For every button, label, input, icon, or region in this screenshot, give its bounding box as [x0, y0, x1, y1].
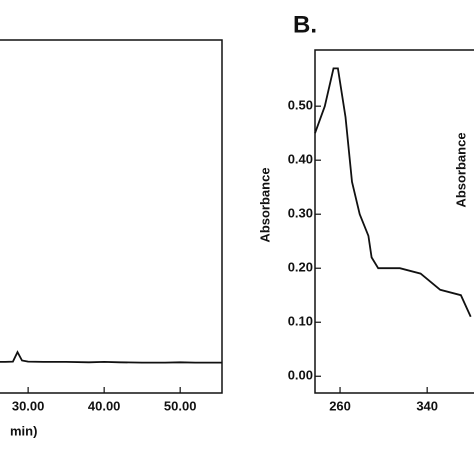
y-tick-label: 0.00 — [288, 368, 313, 383]
plot-frame — [314, 49, 474, 394]
y-axis-label: Absorbance — [257, 167, 272, 242]
x-axis-label: min) — [10, 423, 37, 438]
x-tick-label: 260 — [329, 398, 351, 413]
y-tick-label: 0.50 — [288, 98, 313, 113]
y2-axis-label: Absorbance — [453, 132, 468, 207]
data-line — [314, 67, 472, 318]
x-tick-label: 340 — [416, 398, 438, 413]
y-tick-label: 0.10 — [288, 314, 313, 329]
y-tick-label: 0.40 — [288, 152, 313, 167]
y-tick-label: 0.20 — [288, 260, 313, 275]
x-tick-label: 30.00 — [12, 398, 45, 413]
plot-frame — [0, 39, 223, 394]
panel-label: B. — [293, 11, 317, 38]
data-line — [0, 350, 222, 364]
y-tick-label: 0.30 — [288, 206, 313, 221]
x-tick-label: 50.00 — [164, 398, 197, 413]
x-tick-label: 40.00 — [88, 398, 121, 413]
